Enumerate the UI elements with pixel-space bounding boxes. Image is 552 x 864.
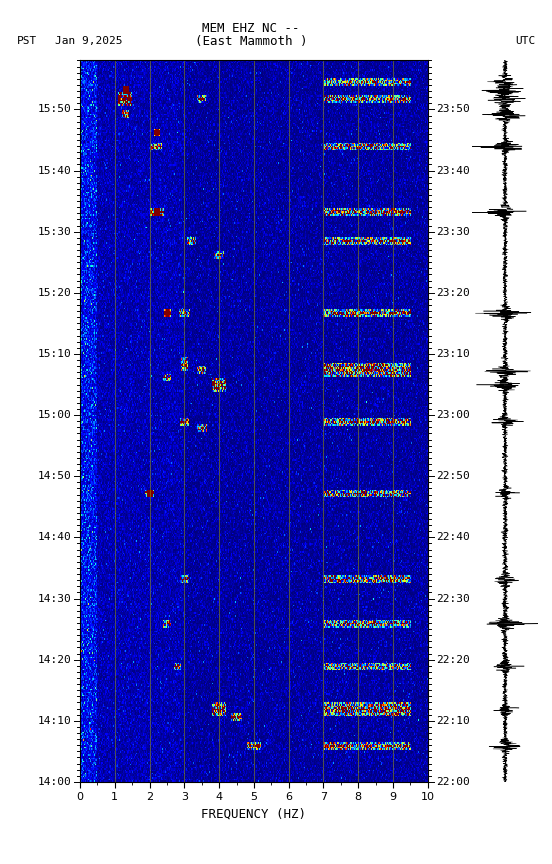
Text: 14:30: 14:30 [38, 594, 71, 603]
Text: UTC: UTC [515, 36, 535, 47]
Text: 23:10: 23:10 [437, 349, 470, 359]
Text: 15:50: 15:50 [38, 105, 71, 114]
Text: 22:40: 22:40 [437, 532, 470, 543]
Text: (East Mammoth ): (East Mammoth ) [195, 35, 307, 48]
X-axis label: FREQUENCY (HZ): FREQUENCY (HZ) [201, 808, 306, 821]
Text: 15:00: 15:00 [38, 410, 71, 420]
Text: 22:50: 22:50 [437, 471, 470, 481]
Text: 23:00: 23:00 [437, 410, 470, 420]
Text: 23:30: 23:30 [437, 226, 470, 237]
Text: 14:40: 14:40 [38, 532, 71, 543]
Text: 22:30: 22:30 [437, 594, 470, 603]
Text: 15:30: 15:30 [38, 226, 71, 237]
Text: 23:20: 23:20 [437, 288, 470, 298]
Text: 22:00: 22:00 [437, 777, 470, 787]
Text: 15:40: 15:40 [38, 166, 71, 175]
Text: 14:50: 14:50 [38, 471, 71, 481]
Text: Jan 9,2025: Jan 9,2025 [55, 36, 123, 47]
Text: 14:00: 14:00 [38, 777, 71, 787]
Text: 22:20: 22:20 [437, 655, 470, 664]
Text: 23:50: 23:50 [437, 105, 470, 114]
Text: 23:40: 23:40 [437, 166, 470, 175]
Text: 15:20: 15:20 [38, 288, 71, 298]
Text: 15:10: 15:10 [38, 349, 71, 359]
Text: 14:10: 14:10 [38, 715, 71, 726]
Text: 22:10: 22:10 [437, 715, 470, 726]
Text: MEM EHZ NC --: MEM EHZ NC -- [203, 22, 300, 35]
Text: 14:20: 14:20 [38, 655, 71, 664]
Text: PST: PST [17, 36, 37, 47]
